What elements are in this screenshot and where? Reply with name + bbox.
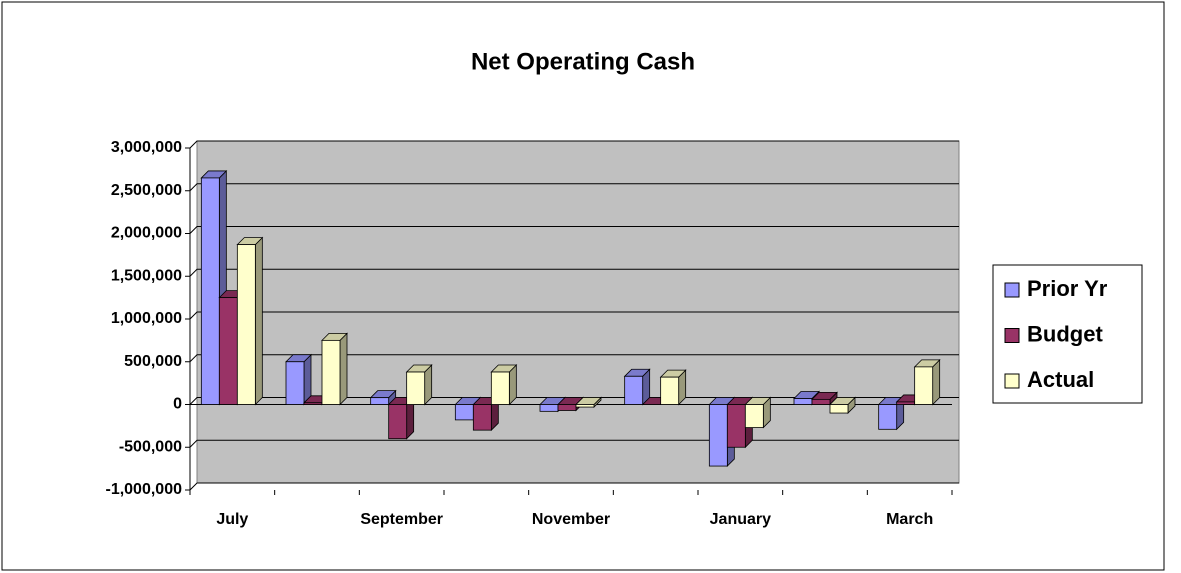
bar-front (406, 371, 426, 405)
bar (285, 353, 312, 406)
bar-front (744, 404, 764, 428)
grid-line (189, 183, 959, 192)
bar-front (575, 404, 595, 408)
legend-label: Prior Yr (1027, 276, 1108, 301)
bar-front (896, 401, 916, 405)
bar (200, 169, 228, 406)
bar-side (932, 358, 941, 406)
bar-side (254, 236, 263, 406)
x-tick-label: September (360, 511, 443, 528)
y-tick-label: 500,000 (124, 353, 182, 370)
legend-swatch (1004, 328, 1020, 343)
bar-front (490, 371, 510, 405)
bar-side (339, 332, 348, 406)
bar (877, 396, 905, 431)
bar-front (914, 366, 934, 405)
bar-front (539, 404, 559, 412)
x-tick-label: July (216, 511, 248, 528)
legend-swatch (1004, 373, 1020, 389)
chart-title: Net Operating Cash (471, 48, 695, 75)
bar-front (472, 404, 492, 431)
bar (913, 358, 941, 406)
y-tick-label: 2,500,000 (111, 182, 182, 199)
bar-front (878, 404, 898, 430)
y-tick-label: 1,500,000 (111, 267, 182, 284)
bar-front (236, 244, 256, 405)
bar (490, 364, 518, 406)
bar-front (793, 398, 813, 405)
bar-front (557, 404, 577, 411)
legend-swatch (1004, 282, 1020, 298)
grid-line (189, 226, 959, 234)
bar-front (660, 376, 680, 405)
y-tick-label: 3,000,000 (111, 139, 182, 156)
bar (811, 391, 838, 406)
grid-line (189, 268, 959, 277)
grid-line (189, 140, 959, 149)
grid-line (189, 439, 959, 448)
bar-front (811, 398, 831, 405)
x-tick-label: March (886, 511, 933, 528)
bar (575, 396, 602, 409)
bar (236, 236, 264, 406)
x-tick-label: January (710, 511, 771, 528)
bar-front (726, 404, 746, 448)
bar (387, 396, 415, 440)
grid-line (189, 311, 959, 320)
y-tick-label: 1,000,000 (111, 310, 182, 327)
legend-label: Budget (1027, 321, 1103, 346)
legend-label: Actual (1027, 367, 1094, 392)
grid-line (189, 354, 959, 363)
bar-front (388, 404, 408, 440)
bar-front (708, 404, 728, 467)
bar-front (200, 177, 220, 405)
bar-front (218, 297, 238, 405)
bar (405, 364, 433, 406)
bar-front (370, 397, 390, 405)
bar-front (624, 375, 644, 405)
bar-front (829, 404, 849, 414)
y-tick-label: -500,000 (119, 438, 182, 455)
bar (321, 332, 348, 406)
bar-front (303, 402, 323, 405)
grid-line (189, 397, 959, 405)
y-tick-label: 2,000,000 (111, 225, 182, 242)
bar (744, 396, 772, 429)
grid-line (189, 482, 959, 491)
y-tick-label: -1,000,000 (105, 481, 182, 498)
bar (659, 369, 687, 406)
bar-front (454, 404, 474, 421)
bar-front (285, 361, 305, 405)
bar (623, 368, 651, 406)
bar (829, 396, 856, 415)
x-tick-label: November (532, 511, 610, 528)
y-tick-label: 0 (173, 396, 182, 413)
bar-front (321, 339, 341, 405)
